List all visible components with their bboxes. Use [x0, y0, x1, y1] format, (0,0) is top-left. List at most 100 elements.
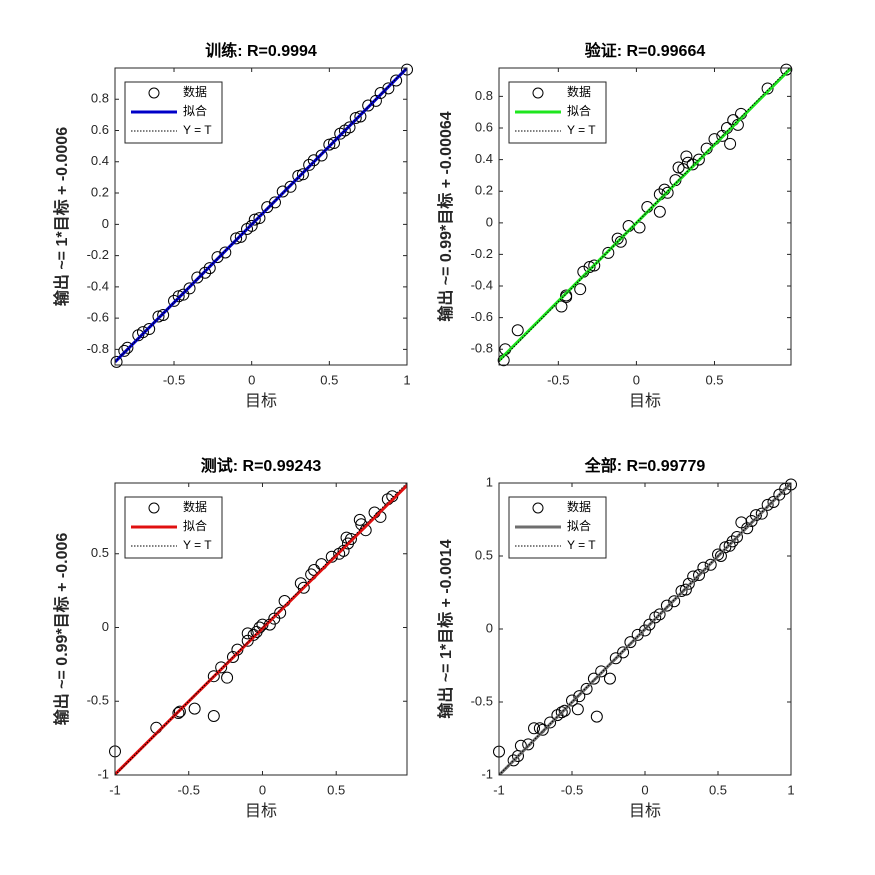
y-tick-label: 0	[102, 619, 109, 634]
data-point	[292, 169, 305, 182]
data-point	[741, 522, 754, 535]
data-point	[507, 754, 520, 767]
x-tick-label: -1	[109, 782, 121, 797]
x-axis-label: 目标	[245, 802, 277, 820]
data-point	[528, 722, 541, 735]
y-tick-label: 0.4	[91, 153, 109, 168]
chart-title: 训练: R=0.9994	[205, 41, 317, 60]
y-tick-label: 0.2	[475, 183, 493, 198]
x-tick-label: 0.5	[327, 782, 345, 797]
data-point	[221, 671, 234, 684]
data-point	[173, 705, 186, 718]
data-point	[580, 682, 593, 695]
data-point	[624, 636, 637, 649]
x-tick-label: -0.5	[178, 782, 200, 797]
data-point	[660, 599, 673, 612]
data-point	[203, 262, 216, 275]
x-axis-label: 目标	[629, 392, 661, 410]
data-point	[253, 212, 266, 225]
data-point	[157, 308, 170, 321]
data-point	[574, 283, 587, 296]
legend-label: Y = T	[183, 123, 212, 137]
y-tick-label: -0.6	[471, 309, 493, 324]
legend-label: 数据	[567, 499, 591, 514]
data-point	[614, 235, 627, 248]
y-tick-label: 0.8	[475, 88, 493, 103]
legend-label: Y = T	[183, 538, 212, 552]
data-point	[653, 608, 666, 621]
y-tick-label: -0.2	[87, 247, 109, 262]
data-point	[672, 161, 685, 174]
data-point	[343, 121, 356, 134]
y-tick-label: -0.2	[471, 246, 493, 261]
legend-marker	[148, 502, 160, 514]
data-point	[643, 618, 656, 631]
data-point	[692, 153, 705, 166]
y-tick-label: 0	[486, 214, 493, 229]
y-tick-label: 0.6	[475, 119, 493, 134]
data-point	[680, 150, 693, 163]
axes-box	[114, 67, 408, 366]
data-point	[323, 138, 336, 151]
data-point	[248, 213, 261, 226]
data-point	[603, 672, 616, 685]
x-tick-label: 0.5	[320, 372, 338, 387]
identity-line	[115, 68, 407, 363]
data-point	[136, 326, 149, 339]
data-point	[118, 344, 131, 357]
data-point	[682, 577, 695, 590]
chart-title: 测试: R=0.99243	[201, 456, 322, 475]
x-tick-label: 0.5	[709, 782, 727, 797]
x-tick-label: -0.5	[547, 372, 569, 387]
y-tick-label: -0.4	[87, 278, 109, 293]
fit-line	[115, 484, 407, 775]
legend-label: 数据	[183, 84, 207, 99]
legend-label: Y = T	[567, 123, 596, 137]
data-point	[382, 82, 395, 95]
data-point	[168, 294, 181, 307]
y-axis-label: 输出 ~= 0.99*目标 + -0.006	[52, 533, 71, 726]
data-point	[354, 110, 367, 123]
data-point	[230, 232, 243, 245]
data-point	[767, 495, 780, 508]
y-tick-label: 0.6	[91, 122, 109, 137]
x-tick-label: -0.5	[561, 782, 583, 797]
legend-label: 数据	[183, 499, 207, 514]
y-axis-label: 输出 ~= 1*目标 + -0.0006	[52, 127, 71, 306]
y-tick-label: 0.5	[91, 545, 109, 560]
data-point	[755, 507, 768, 520]
data-point	[544, 716, 557, 729]
data-point	[172, 707, 185, 720]
data-point	[199, 266, 212, 279]
axes-box	[498, 482, 792, 776]
data-point	[761, 82, 774, 95]
legend-label: 拟合	[183, 103, 207, 118]
legend-label: 拟合	[567, 518, 591, 533]
x-tick-label: 0	[259, 782, 266, 797]
fit-line	[499, 483, 791, 775]
data-point	[110, 355, 123, 368]
x-tick-label: -1	[493, 782, 505, 797]
data-point	[328, 137, 340, 150]
y-axis-label: 输出 ~= 0.99*目标 + -0.00064	[436, 111, 455, 321]
data-point	[611, 232, 624, 245]
y-tick-label: -1	[97, 766, 109, 781]
data-point	[726, 535, 739, 548]
data-point	[595, 665, 608, 678]
data-point	[121, 341, 134, 354]
y-tick-label: -0.5	[471, 693, 493, 708]
x-axis-label: 目标	[245, 392, 277, 410]
axes-box	[498, 67, 792, 366]
x-tick-label: 0.5	[705, 372, 723, 387]
data-point	[681, 156, 694, 169]
y-tick-label: -0.5	[87, 693, 109, 708]
legend-marker	[532, 87, 544, 99]
data-point	[693, 568, 706, 581]
x-axis-label: 目标	[629, 802, 661, 820]
x-tick-label: 0	[633, 372, 640, 387]
data-point	[679, 583, 692, 596]
legend-label: 数据	[567, 84, 591, 99]
